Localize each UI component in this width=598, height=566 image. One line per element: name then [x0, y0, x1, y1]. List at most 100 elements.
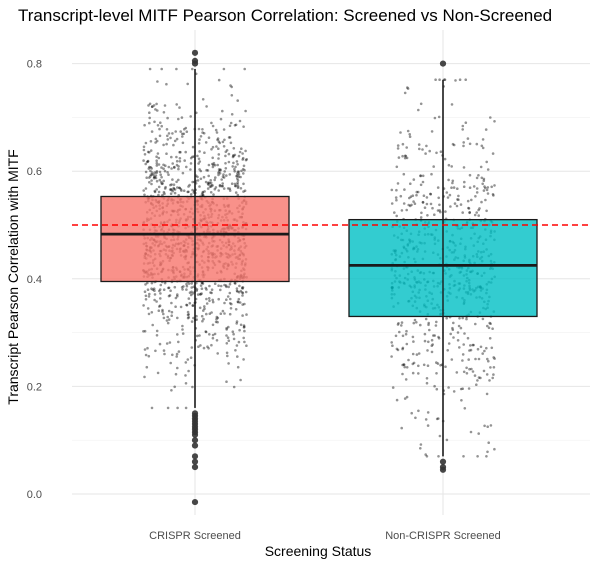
jitter-point: [174, 296, 178, 300]
jitter-point: [450, 103, 454, 106]
jitter-point: [405, 146, 409, 149]
jitter-point: [391, 386, 395, 389]
jitter-point: [148, 181, 151, 184]
jitter-point: [484, 128, 488, 131]
jitter-point: [237, 175, 241, 179]
jitter-point: [224, 284, 228, 287]
jitter-point: [222, 145, 226, 148]
jitter-point: [157, 163, 161, 166]
jitter-point: [477, 174, 480, 177]
jitter-point: [179, 305, 183, 309]
jitter-point: [475, 211, 479, 214]
jitter-point: [464, 78, 468, 81]
jitter-point: [419, 443, 423, 446]
jitter-point: [243, 325, 246, 329]
jitter-point: [166, 138, 170, 141]
jitter-point: [184, 361, 188, 364]
jitter-point: [403, 188, 406, 191]
jitter-point: [476, 347, 480, 351]
jitter-point: [211, 145, 215, 149]
jitter-point: [421, 148, 424, 151]
jitter-point: [195, 318, 198, 321]
jitter-point: [166, 134, 169, 138]
jitter-point: [191, 67, 194, 71]
jitter-point: [486, 168, 490, 171]
jitter-point: [155, 139, 159, 143]
jitter-point: [213, 332, 217, 336]
jitter-point: [481, 352, 485, 355]
jitter-point: [488, 321, 492, 325]
jitter-point: [463, 180, 466, 184]
chart-title: Transcript-level MITF Pearson Correlatio…: [18, 6, 552, 25]
jitter-point: [147, 354, 151, 358]
jitter-point: [461, 211, 465, 214]
jitter-point: [219, 288, 222, 292]
jitter-point: [489, 424, 493, 427]
jitter-point: [186, 316, 190, 320]
jitter-point: [209, 185, 213, 188]
jitter-point: [153, 171, 157, 174]
jitter-point: [169, 361, 172, 365]
jitter-point: [184, 406, 188, 410]
jitter-point: [153, 289, 156, 293]
jitter-point: [185, 165, 188, 169]
jitter-point: [177, 167, 180, 171]
jitter-point: [190, 290, 193, 294]
jitter-point: [471, 370, 475, 373]
jitter-point: [144, 353, 148, 357]
jitter-point: [489, 116, 492, 119]
jitter-point: [154, 141, 157, 144]
jitter-point: [189, 162, 193, 165]
jitter-point: [459, 326, 463, 330]
jitter-point: [191, 385, 194, 389]
jitter-point: [146, 346, 149, 350]
jitter-point: [419, 216, 423, 219]
jitter-point: [211, 333, 215, 337]
jitter-point: [238, 328, 241, 332]
jitter-point: [400, 324, 403, 327]
jitter-point: [422, 194, 426, 197]
jitter-point: [433, 334, 437, 337]
jitter-point: [158, 342, 162, 346]
jitter-point: [463, 407, 467, 410]
jitter-point: [468, 211, 472, 214]
jitter-point: [186, 82, 189, 86]
jitter-point: [424, 453, 428, 456]
jitter-point: [230, 182, 234, 185]
jitter-point: [236, 170, 240, 174]
x-axis-title: Screening Status: [265, 543, 372, 559]
jitter-point: [143, 348, 147, 351]
jitter-point: [417, 364, 420, 368]
jitter-point: [450, 186, 453, 189]
jitter-point: [158, 178, 162, 182]
jitter-point: [411, 371, 415, 375]
jitter-point: [169, 289, 172, 293]
jitter-point: [234, 308, 238, 311]
jitter-point: [189, 293, 193, 297]
jitter-point: [481, 138, 485, 141]
jitter-point: [475, 187, 479, 190]
jitter-point: [167, 294, 171, 298]
jitter-point: [225, 149, 229, 152]
jitter-point: [445, 438, 449, 442]
jitter-point: [148, 116, 151, 120]
jitter-point: [182, 132, 186, 136]
jitter-point: [221, 140, 225, 144]
jitter-point: [434, 78, 437, 81]
jitter-point: [183, 127, 186, 131]
jitter-point: [227, 136, 231, 139]
jitter-point: [237, 172, 241, 176]
jitter-point: [437, 196, 441, 200]
jitter-point: [237, 300, 240, 304]
jitter-point: [179, 188, 183, 191]
jitter-point: [435, 417, 439, 421]
jitter-point: [242, 172, 245, 175]
jitter-point: [148, 67, 152, 71]
jitter-point: [486, 425, 490, 429]
jitter-point: [461, 124, 465, 128]
jitter-point: [189, 356, 193, 360]
jitter-point: [492, 356, 496, 359]
jitter-point: [158, 289, 161, 293]
jitter-point: [466, 137, 470, 140]
jitter-point: [403, 91, 407, 95]
